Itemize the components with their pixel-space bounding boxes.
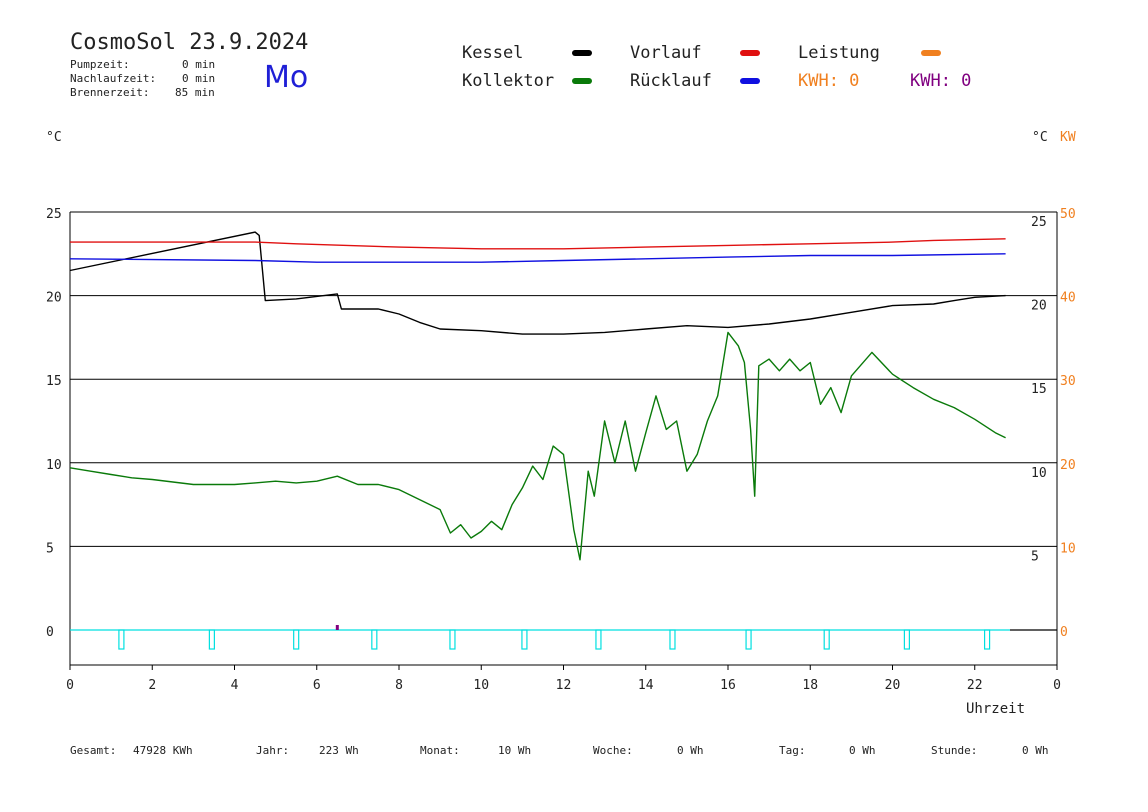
leistung-pulse (595, 629, 602, 650)
leistung-pulse (669, 629, 676, 650)
x-tick-label: 10 (473, 678, 489, 693)
right-kw-tick-label: 20 (1060, 458, 1076, 473)
left-tick-label: 15 (46, 374, 62, 389)
x-tick-label: 0 (66, 678, 74, 693)
x-tick-label: 14 (638, 678, 654, 693)
leistung-pulse (983, 629, 991, 650)
right-kw-tick-label: 40 (1060, 291, 1076, 306)
nachlaufzeit-value: 0 min (182, 72, 216, 85)
left-tick-label: 20 (46, 291, 62, 306)
legend-kessel-swatch (572, 50, 592, 56)
footer-gesamt-value: 47928 KWh (133, 744, 193, 757)
series-line-kessel (69, 231, 1006, 335)
footer-jahr-label: Jahr: (256, 744, 290, 757)
x-axis-label: Uhrzeit (966, 701, 1026, 717)
left-tick-label: 25 (46, 207, 62, 222)
x-tick-label: 18 (802, 678, 818, 693)
leistung-pulse (745, 629, 752, 650)
purple-marker (335, 625, 339, 630)
right-celsius-tick-label: 5 (1031, 549, 1039, 564)
x-tick-label: 12 (556, 678, 572, 693)
legend-vorlauf-label: Vorlauf (630, 43, 702, 63)
kwh-purple-label: KWH: 0 (910, 71, 972, 91)
legend-ruecklauf-swatch (740, 78, 760, 84)
left-axis-unit: °C (46, 130, 62, 145)
series-line-vorlauf (70, 238, 1006, 250)
left-tick-label: 10 (46, 458, 62, 473)
brennerzeit-value: 85 min (175, 86, 215, 99)
legend-kollektor-label: Kollektor (462, 71, 555, 91)
legend-kessel-label: Kessel (462, 43, 524, 63)
x-tick-label: 2 (148, 678, 156, 693)
footer-jahr-value: 223 Wh (319, 744, 359, 757)
footer-woche-value: 0 Wh (677, 744, 704, 757)
right-kw-tick-label: 30 (1060, 374, 1076, 389)
legend-vorlauf-swatch (740, 50, 760, 56)
footer-woche-label: Woche: (593, 744, 633, 757)
legend-leistung-swatch (921, 50, 941, 56)
footer-monat-label: Monat: (420, 744, 460, 757)
left-tick-label: 0 (46, 625, 54, 640)
brennerzeit-label: Brennerzeit: (70, 86, 150, 99)
x-tick-label: 4 (231, 678, 239, 693)
right-kw-tick-label: 50 (1060, 207, 1076, 222)
series-line-kollektor (69, 331, 1006, 561)
pumpzeit-label: Pumpzeit: (70, 58, 130, 71)
x-tick-label: 16 (720, 678, 736, 693)
right-axis-unit-kw: KW (1060, 130, 1076, 145)
weekday-label: Mo (264, 60, 309, 95)
right-celsius-tick-label: 10 (1031, 466, 1047, 481)
kwh-orange-label: KWH: 0 (798, 71, 860, 91)
leistung-pulse (371, 629, 378, 650)
x-tick-label: 8 (395, 678, 403, 693)
x-tick-label: 6 (313, 678, 321, 693)
legend-leistung-label: Leistung (798, 43, 880, 63)
series-line-ruecklauf (69, 253, 1006, 263)
footer-tag-value: 0 Wh (849, 744, 876, 757)
x-tick-label: 0 (1053, 678, 1061, 693)
legend-kollektor-swatch (572, 78, 592, 84)
chart-title: CosmoSol 23.9.2024 (70, 30, 309, 55)
right-kw-tick-label: 10 (1060, 541, 1076, 556)
leistung-pulse (293, 629, 300, 650)
leistung-pulse (208, 629, 215, 650)
leistung-pulse (903, 629, 910, 650)
pumpzeit-value: 0 min (182, 58, 216, 71)
footer-stunde-label: Stunde: (931, 744, 978, 757)
leistung-pulse (823, 629, 830, 650)
left-tick-label: 5 (46, 541, 54, 556)
right-axis-unit-celsius: °C (1032, 130, 1048, 145)
footer-gesamt-label: Gesamt: (70, 744, 117, 757)
right-kw-tick-label: 0 (1060, 625, 1068, 640)
legend-ruecklauf-label: Rücklauf (630, 71, 712, 91)
right-celsius-tick-label: 25 (1031, 215, 1047, 230)
x-tick-label: 22 (967, 678, 983, 693)
right-celsius-tick-label: 15 (1031, 382, 1047, 397)
footer-tag-label: Tag: (779, 744, 806, 757)
x-tick-label: 20 (885, 678, 901, 693)
footer-stunde-value: 0 Wh (1022, 744, 1049, 757)
nachlaufzeit-label: Nachlaufzeit: (70, 72, 157, 85)
leistung-pulse (118, 629, 125, 650)
leistung-pulse (449, 629, 456, 650)
right-celsius-tick-label: 20 (1031, 299, 1047, 314)
leistung-pulse (521, 629, 528, 650)
footer-monat-value: 10 Wh (498, 744, 532, 757)
